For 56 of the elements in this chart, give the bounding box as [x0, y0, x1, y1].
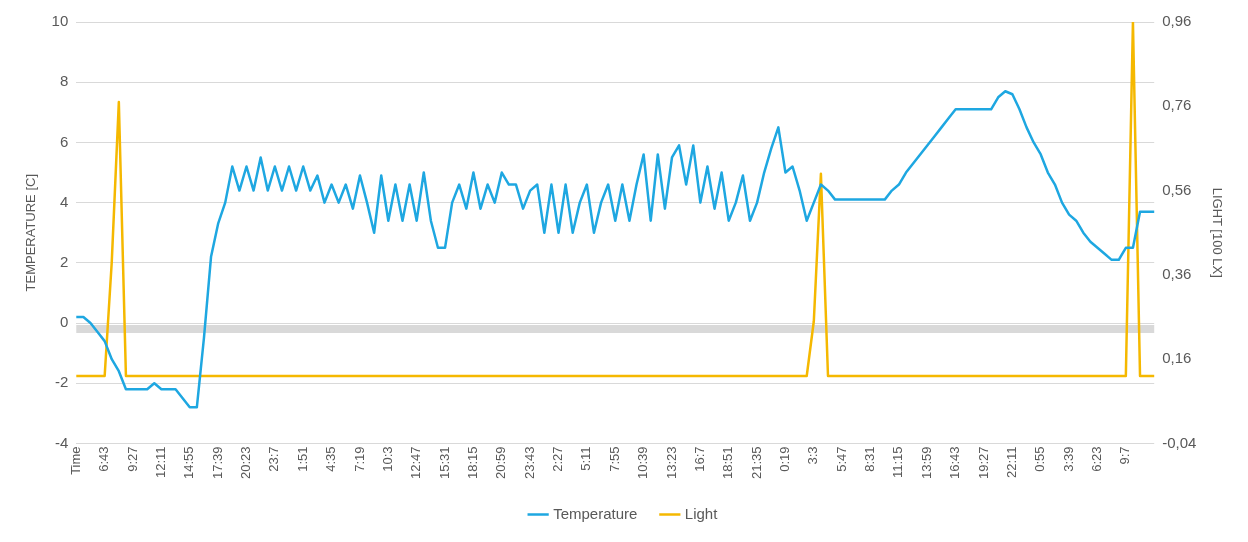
- x-tick-label: 7:55: [606, 446, 622, 472]
- x-tick-label: 0:19: [777, 446, 793, 472]
- x-tick-label: 15:31: [436, 446, 452, 480]
- x-tick-label: 10:39: [635, 446, 651, 480]
- x-tick-label: 22:11: [1003, 446, 1019, 479]
- y2-axis-title: LIGHT [100 LX]: [1209, 187, 1225, 278]
- x-tick-label: 9:7: [1117, 446, 1133, 465]
- legend-label: Light: [684, 504, 719, 522]
- x-tick-label: Time: [67, 446, 83, 475]
- legend-label: Temperature: [553, 504, 638, 522]
- x-tick-label: 13:23: [663, 446, 679, 480]
- x-tick-label: 23:43: [521, 446, 537, 480]
- x-tick-label: 1:51: [294, 446, 310, 472]
- x-tick-label: 23:7: [266, 446, 282, 472]
- y2-tick-label: 0,36: [1162, 265, 1192, 283]
- x-tick-label: 18:15: [464, 446, 480, 480]
- y2-tick-label: 0,56: [1162, 180, 1192, 198]
- x-tick-label: 11:15: [890, 446, 906, 479]
- x-tick-label: 16:43: [947, 446, 963, 480]
- x-tick-label: 6:23: [1089, 446, 1105, 472]
- y-tick-label: 4: [59, 192, 69, 210]
- x-tick-label: 17:39: [209, 446, 225, 480]
- x-tick-label: 0:55: [1032, 446, 1048, 472]
- x-tick-label: 9:27: [124, 446, 140, 472]
- y-tick-label: -4: [54, 433, 69, 451]
- x-tick-label: 5:11: [578, 446, 594, 471]
- y2-tick-label: 0,76: [1162, 96, 1192, 114]
- y-tick-label: 0: [59, 313, 69, 331]
- x-tick-label: 4:35: [323, 446, 339, 472]
- y-tick-label: 2: [59, 252, 69, 270]
- y-tick-label: 6: [59, 132, 69, 150]
- y-tick-label: 8: [59, 72, 69, 90]
- x-tick-label: 14:55: [181, 446, 197, 480]
- y2-tick-label: 0,16: [1162, 349, 1192, 367]
- x-tick-label: 18:51: [720, 446, 736, 480]
- x-tick-label: 20:23: [238, 446, 254, 480]
- x-tick-label: 13:59: [918, 446, 934, 480]
- x-tick-label: 10:3: [379, 446, 395, 472]
- x-tick-label: 5:47: [833, 446, 849, 472]
- x-tick-label: 7:19: [351, 446, 367, 472]
- y-tick-label: 10: [51, 12, 69, 30]
- y-tick-label: -2: [54, 373, 69, 391]
- x-tick-label: 20:59: [493, 446, 509, 480]
- x-tick-label: 8:31: [862, 446, 878, 472]
- x-tick-label: 12:11: [152, 446, 168, 479]
- x-tick-label: 12:47: [408, 446, 424, 480]
- x-tick-label: 19:27: [975, 446, 991, 480]
- x-tick-label: 21:35: [748, 446, 764, 480]
- x-tick-label: 2:27: [550, 446, 566, 472]
- y2-tick-label: 0,96: [1162, 12, 1192, 30]
- x-tick-label: 3:3: [805, 446, 821, 465]
- y2-tick-label: -0,04: [1162, 433, 1197, 451]
- x-tick-label: 3:39: [1060, 446, 1076, 472]
- x-tick-label: 16:7: [691, 446, 707, 472]
- x-tick-label: 6:43: [96, 446, 112, 472]
- y-axis-title: TEMPERATURE [C]: [23, 173, 39, 292]
